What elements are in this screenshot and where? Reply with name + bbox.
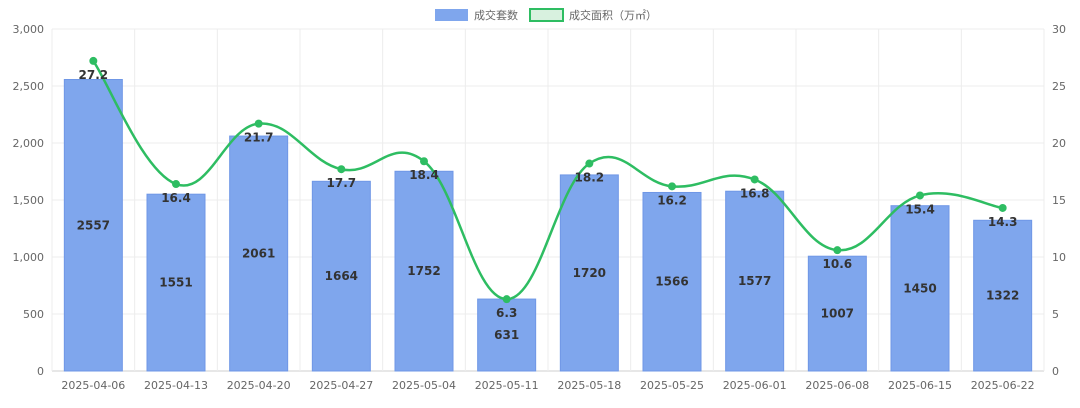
line-point[interactable] — [668, 182, 676, 191]
y-right-tick-label: 0 — [1052, 365, 1059, 378]
legend-swatch-line[interactable] — [529, 8, 564, 22]
legend-swatch-bars[interactable] — [435, 9, 468, 21]
bar-series — [63, 79, 1033, 372]
x-tick-label: 2025-05-25 — [640, 379, 704, 392]
y-left-tick-label: 1,000 — [13, 251, 45, 264]
line-value-label: 16.2 — [657, 193, 687, 207]
x-tick-label: 2025-06-22 — [971, 379, 1035, 392]
bar-value-label: 1566 — [655, 275, 688, 289]
x-tick-label: 2025-05-11 — [475, 379, 539, 392]
bar[interactable] — [394, 170, 454, 372]
bar[interactable] — [725, 190, 785, 372]
x-tick-label: 2025-05-18 — [557, 379, 621, 392]
bar[interactable] — [973, 219, 1033, 372]
line-value-label: 21.7 — [244, 131, 274, 145]
line-value-label: 17.7 — [327, 176, 357, 190]
line-value-label: 6.3 — [496, 306, 517, 320]
legend-label-line[interactable]: 成交面积（万㎡） — [569, 8, 657, 22]
line-value-label: 18.4 — [409, 168, 439, 182]
x-tick-label: 2025-04-06 — [61, 379, 125, 392]
line-point[interactable] — [750, 175, 759, 184]
x-tick-label: 2025-05-04 — [392, 379, 456, 392]
y-right-tick-label: 20 — [1052, 137, 1066, 150]
bar-value-label: 2557 — [77, 218, 110, 232]
line-point[interactable] — [89, 56, 98, 65]
line-point[interactable] — [502, 295, 511, 304]
line-value-label: 16.8 — [740, 186, 770, 200]
x-tick-label: 2025-04-13 — [144, 379, 208, 392]
y-left-tick-label: 2,500 — [13, 80, 45, 93]
bar-value-label: 1322 — [986, 289, 1019, 303]
y-right-tick-label: 30 — [1052, 23, 1066, 36]
x-tick-label: 2025-04-27 — [309, 379, 373, 392]
y-left-tick-label: 2,000 — [13, 137, 45, 150]
bar-value-label: 1752 — [407, 264, 440, 278]
line-point[interactable] — [916, 191, 924, 200]
bar[interactable] — [807, 255, 867, 372]
bar-value-label: 631 — [494, 328, 519, 342]
line-value-label: 10.6 — [823, 257, 853, 271]
x-tick-label: 2025-04-20 — [227, 379, 291, 392]
bar-value-label: 1551 — [159, 276, 192, 290]
y-right-tick-label: 10 — [1052, 251, 1066, 264]
axes: 0 500 1,000 1,500 2,000 2,500 3,000 0 5 10 15 20 25 3… — [13, 23, 1067, 392]
line-value-label: 14.3 — [988, 215, 1018, 229]
y-right-tick-label: 5 — [1052, 308, 1059, 321]
line-point[interactable] — [172, 180, 180, 189]
bar-value-label: 2061 — [242, 247, 275, 261]
bar-value-label: 1720 — [573, 266, 606, 280]
bar[interactable] — [229, 135, 289, 372]
line-point[interactable] — [833, 246, 842, 255]
grid — [51, 28, 1045, 372]
y-left-tick-label: 0 — [37, 365, 44, 378]
legend[interactable]: 成交套数 成交面积（万㎡） — [435, 8, 657, 22]
bar[interactable] — [890, 205, 950, 372]
y-left-tick-label: 500 — [23, 308, 44, 321]
line-point[interactable] — [420, 157, 428, 166]
bar-value-label: 1577 — [738, 274, 771, 288]
line-point[interactable] — [585, 159, 594, 168]
line-value-label: 18.2 — [575, 171, 605, 185]
line-point[interactable] — [337, 165, 346, 174]
bar-value-label: 1007 — [821, 307, 854, 321]
x-tick-label: 2025-06-15 — [888, 379, 952, 392]
x-tick-label: 2025-06-08 — [805, 379, 869, 392]
bar[interactable] — [311, 180, 371, 372]
line-point[interactable] — [998, 203, 1007, 212]
y-left-tick-label: 1,500 — [13, 194, 45, 207]
y-right-tick-label: 25 — [1052, 80, 1066, 93]
line-point[interactable] — [254, 119, 263, 128]
bar-value-label: 1664 — [325, 269, 358, 283]
bar[interactable] — [559, 174, 619, 372]
data-labels: 2557 1551 2061 1664 1752 631 1720 1566 1577 1007 1… — [77, 68, 1020, 342]
bar[interactable] — [477, 298, 537, 372]
bar[interactable] — [642, 191, 702, 372]
x-tick-label: 2025-06-01 — [723, 379, 787, 392]
y-right-tick-label: 15 — [1052, 194, 1066, 207]
y-left-tick-label: 3,000 — [13, 23, 45, 36]
line-value-label: 15.4 — [905, 202, 935, 216]
bar[interactable] — [63, 79, 123, 372]
bar[interactable] — [146, 193, 206, 372]
line-series — [89, 56, 1007, 304]
line-value-label: 27.2 — [79, 68, 109, 82]
legend-label-bars[interactable]: 成交套数 — [474, 8, 518, 22]
bar-value-label: 1450 — [903, 281, 936, 295]
line-value-label: 16.4 — [161, 191, 191, 205]
